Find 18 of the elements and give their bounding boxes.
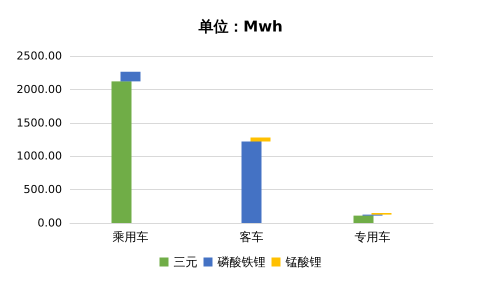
bar: [250, 137, 270, 142]
y-tick-label: 1500.00: [16, 116, 62, 130]
y-tick-label: 2500.00: [16, 50, 62, 62]
bar: [112, 81, 132, 223]
y-tick-label: 2000.00: [16, 82, 62, 96]
legend-label: 三元: [174, 255, 198, 269]
y-tick-label: 1000.00: [16, 150, 62, 163]
legend-label: 磷酸铁锂: [216, 255, 266, 269]
x-tick-label: 乘用车: [112, 230, 148, 244]
bar: [120, 72, 140, 82]
bar: [242, 142, 262, 223]
bar: [354, 216, 374, 223]
x-tick-label: 客车: [240, 230, 264, 244]
x-tick-label: 专用车: [354, 230, 390, 244]
legend-label: 锰酸锂: [284, 255, 322, 269]
chart-title: 单位：Mwh: [197, 18, 283, 36]
y-tick-label: 0.00: [38, 216, 62, 230]
y-tick-label: 500.00: [24, 183, 62, 196]
